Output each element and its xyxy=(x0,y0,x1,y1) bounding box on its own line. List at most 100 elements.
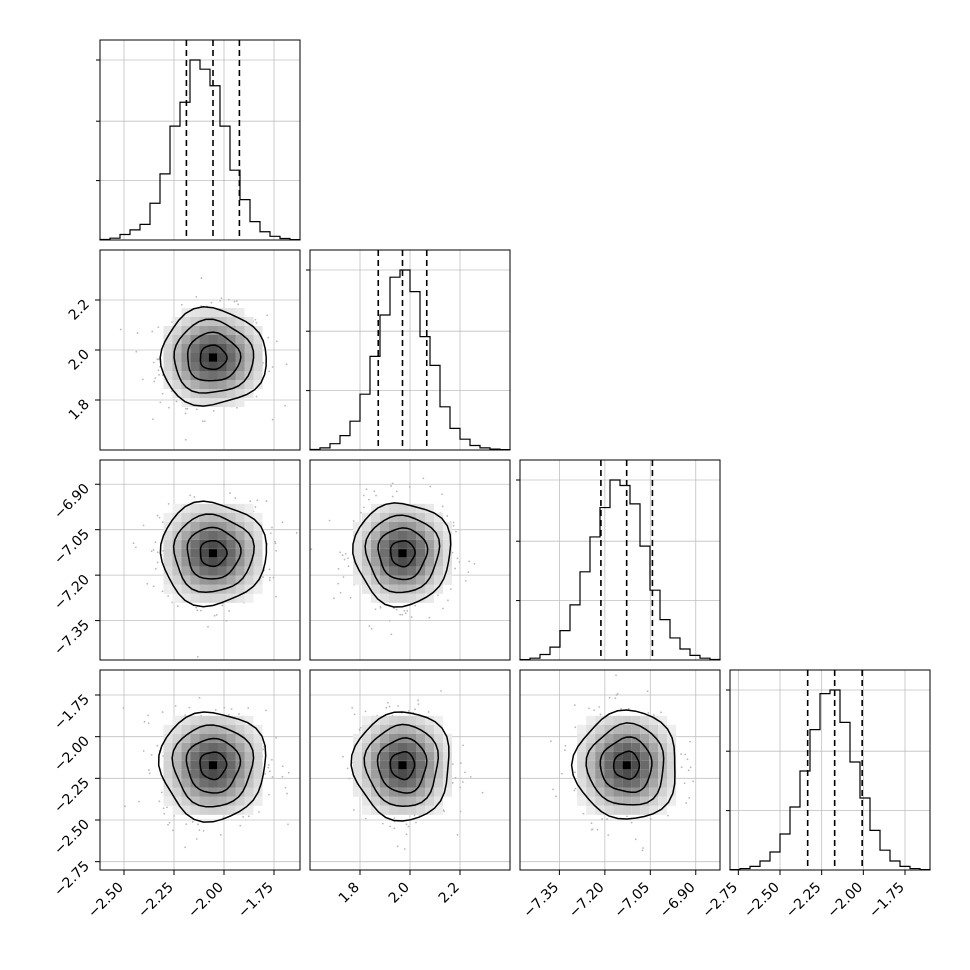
density-cell xyxy=(667,742,677,752)
density-cell xyxy=(190,575,200,585)
scatter-point xyxy=(199,609,202,612)
density-cell xyxy=(235,503,245,513)
density-cell xyxy=(253,760,263,770)
density-cell xyxy=(244,539,254,549)
contour-1σ xyxy=(185,737,242,794)
scatter-point xyxy=(207,625,209,628)
panel-2-2 xyxy=(516,459,721,661)
scatter-point xyxy=(626,815,628,818)
density-cell xyxy=(244,796,254,806)
density-cell xyxy=(622,742,632,752)
density-cell xyxy=(199,787,209,797)
density-cell xyxy=(226,521,236,531)
density-cell xyxy=(416,512,425,522)
density-cell xyxy=(172,380,182,389)
density-cell xyxy=(208,715,218,725)
histogram-step xyxy=(309,269,511,451)
scatter-point xyxy=(173,814,175,817)
density-cell xyxy=(416,593,425,603)
density-cell xyxy=(217,371,227,380)
density-cell xyxy=(389,742,398,752)
density-cell xyxy=(253,362,263,371)
density-cell xyxy=(362,512,371,522)
scatter-point xyxy=(452,524,455,527)
density-cell xyxy=(371,566,380,576)
scatter-point xyxy=(590,828,593,831)
scatter-point xyxy=(275,549,278,552)
density-cell xyxy=(208,326,218,335)
density-cell xyxy=(604,778,614,788)
density-cell xyxy=(425,530,434,540)
density-cell xyxy=(181,326,191,335)
density-cell xyxy=(353,539,362,549)
density-cell xyxy=(199,584,209,594)
scatter-point xyxy=(684,753,687,756)
density-cell xyxy=(208,566,218,576)
scatter-point xyxy=(271,366,274,368)
scatter-point xyxy=(339,551,342,554)
panel-frame xyxy=(519,669,721,871)
scatter-point xyxy=(363,506,365,509)
density-cell xyxy=(380,548,389,558)
density-cell xyxy=(434,584,443,594)
density-cell xyxy=(667,796,677,806)
density-cell xyxy=(217,389,227,398)
density-cell xyxy=(577,751,587,761)
scatter-point xyxy=(649,818,652,820)
density-cell xyxy=(226,512,236,522)
scatter-point xyxy=(275,595,278,598)
density-cell xyxy=(649,724,659,734)
density-cell xyxy=(217,724,227,734)
scatter-point xyxy=(680,766,683,769)
scatter-point xyxy=(223,706,226,709)
scatter-point xyxy=(156,358,159,361)
panel-3-0 xyxy=(99,669,301,871)
scatter-point xyxy=(364,710,367,713)
density-cell xyxy=(253,778,263,788)
density-cell xyxy=(586,715,596,725)
scatter-point xyxy=(175,400,178,403)
contour-0.5σ xyxy=(199,344,228,371)
density-cell xyxy=(371,512,380,522)
scatter-point xyxy=(468,560,471,563)
density-cell xyxy=(389,593,398,603)
scatter-point xyxy=(158,800,161,803)
scatter-point xyxy=(195,296,198,298)
density-cell xyxy=(640,733,650,743)
scatter-point xyxy=(630,821,633,824)
density-cell xyxy=(416,751,425,761)
scatter-point xyxy=(262,362,264,364)
density-cell xyxy=(425,778,434,788)
scatter-point xyxy=(168,821,171,824)
density-cell xyxy=(208,317,218,326)
panel-2-0 xyxy=(99,459,301,661)
density-cell xyxy=(407,503,416,513)
scatter-point xyxy=(590,822,593,825)
scatter-point xyxy=(564,749,566,752)
scatter-point xyxy=(142,524,145,527)
contour-1.5σ xyxy=(173,318,255,394)
density-cell xyxy=(443,548,452,558)
scatter-point xyxy=(332,597,335,600)
density-cell xyxy=(181,760,191,770)
density-cell xyxy=(181,380,191,389)
density-cell xyxy=(407,521,416,531)
density-cell xyxy=(362,724,371,734)
density-cell xyxy=(208,539,218,549)
density-cell xyxy=(631,796,641,806)
density-cell xyxy=(398,539,407,549)
density-cell xyxy=(631,778,641,788)
scatter-point xyxy=(401,613,404,616)
density-cell xyxy=(244,530,254,540)
density-cell xyxy=(253,548,263,558)
density-cell xyxy=(190,362,200,371)
scatter-point xyxy=(180,303,183,306)
density-cell xyxy=(586,805,596,815)
density-cell xyxy=(208,380,218,389)
density-cell xyxy=(208,584,218,594)
x-tick-label-3: −2.25 xyxy=(783,880,825,922)
density-cell xyxy=(362,787,371,797)
density-cell xyxy=(649,715,659,725)
density-cell xyxy=(407,584,416,594)
scatter-point xyxy=(652,714,655,716)
